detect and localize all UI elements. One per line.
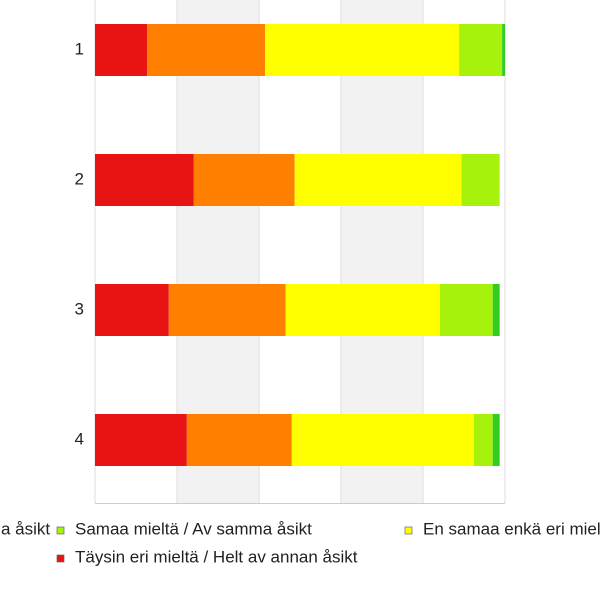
bar-segment [95,154,194,206]
bar-segment [147,24,266,76]
legend-label: En samaa enkä eri mieltä / Varken eller [423,519,600,538]
legend-marker [56,526,65,535]
legend-label: Täysin samaa mieltä / Helt av samma åsik… [0,519,50,538]
bar-segment [294,154,462,206]
bar-segment [502,24,505,76]
legend-label: Täysin eri mieltä / Helt av annan åsikt [75,547,358,566]
y-tick-label: 2 [75,169,84,188]
bar-segment [95,414,187,466]
bar-segment [291,414,474,466]
bar-segment [95,24,148,76]
bar-segment [492,284,500,336]
bar-segment [186,414,292,466]
bar-segment [439,284,493,336]
legend-marker [404,526,413,535]
y-tick-label: 1 [75,39,84,58]
bar-segment [492,414,500,466]
bar-segment [265,24,460,76]
bar-segment [168,284,286,336]
y-tick-label: 3 [75,299,84,318]
bar-segment [193,154,295,206]
bar-segment [473,414,493,466]
y-tick-label: 4 [75,429,84,448]
bar-segment [459,24,503,76]
bar-segment [285,284,440,336]
bar-segment [461,154,500,206]
legend-label: Samaa mieltä / Av samma åsikt [75,519,312,538]
legend-marker [56,554,65,563]
bar-segment [95,284,169,336]
